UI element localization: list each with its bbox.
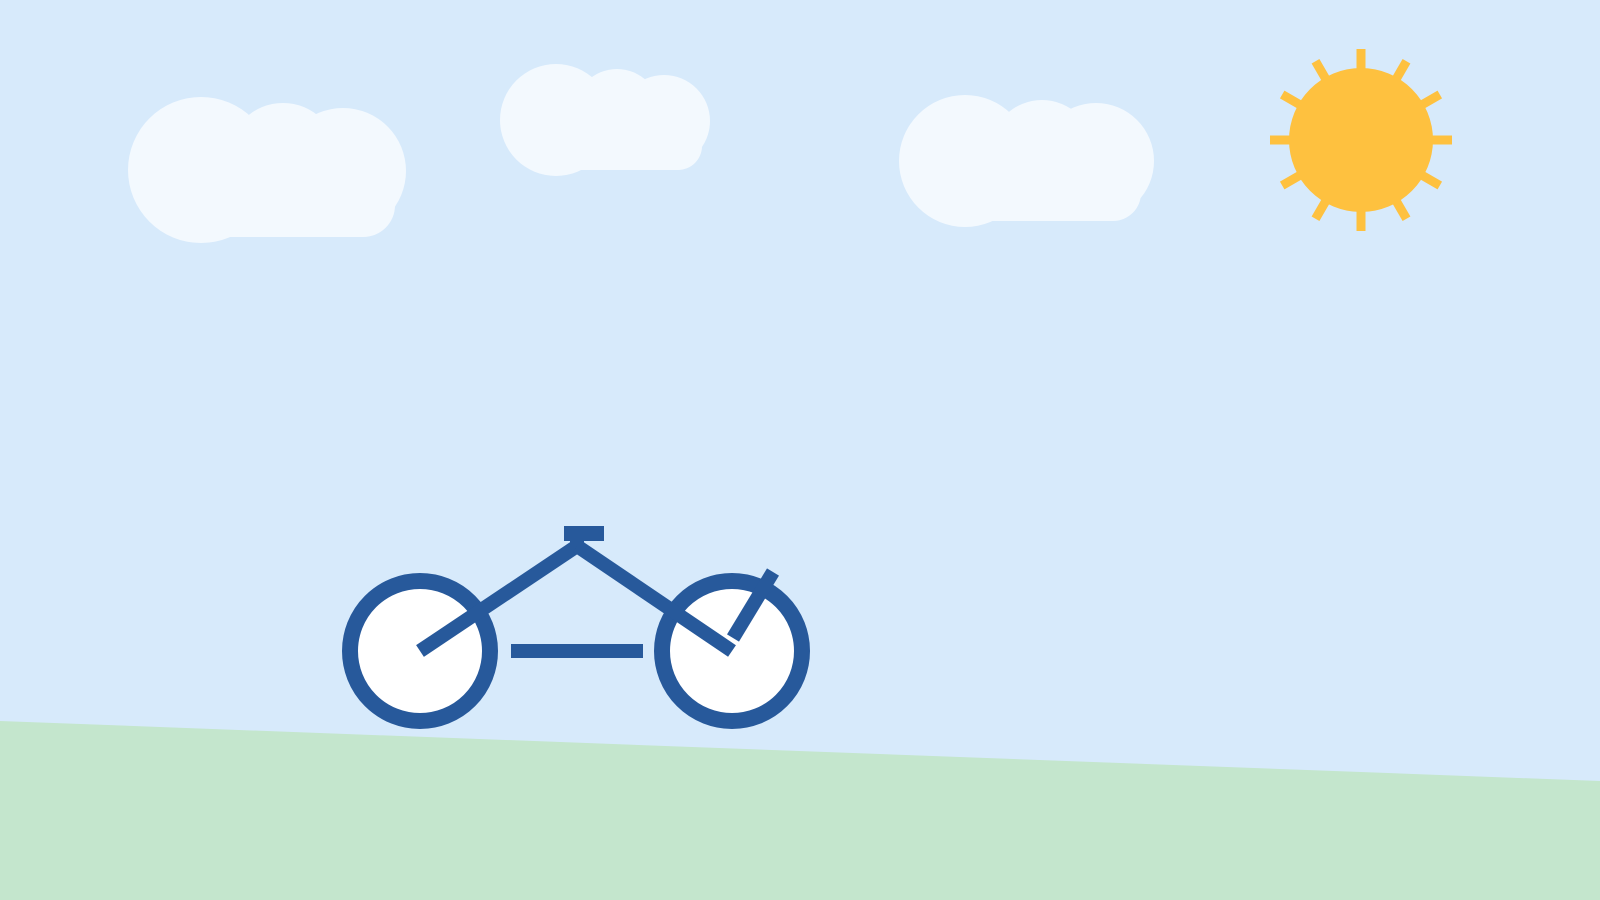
sun-disc <box>1289 68 1433 212</box>
bicycle-frame-front <box>573 540 736 657</box>
bicycle-frame-rear <box>416 540 581 657</box>
sun-ray <box>1419 90 1443 109</box>
bicycle-fork <box>727 568 779 642</box>
sun-ray <box>1392 198 1411 222</box>
sun-ray <box>1279 171 1303 190</box>
sun-ray <box>1419 171 1443 190</box>
cloud-right <box>899 95 1154 227</box>
ground <box>0 721 1600 900</box>
cloud-left <box>128 97 406 243</box>
sun-ray <box>1311 58 1330 82</box>
sun-ray <box>1311 198 1330 222</box>
sun-ray <box>1279 90 1303 109</box>
bicycle-seat <box>564 526 604 541</box>
bicycle-icon <box>342 526 810 729</box>
sun-icon <box>1270 49 1452 231</box>
cloud-middle <box>500 64 710 176</box>
sun-rays <box>1270 49 1452 231</box>
sun-ray <box>1392 58 1411 82</box>
